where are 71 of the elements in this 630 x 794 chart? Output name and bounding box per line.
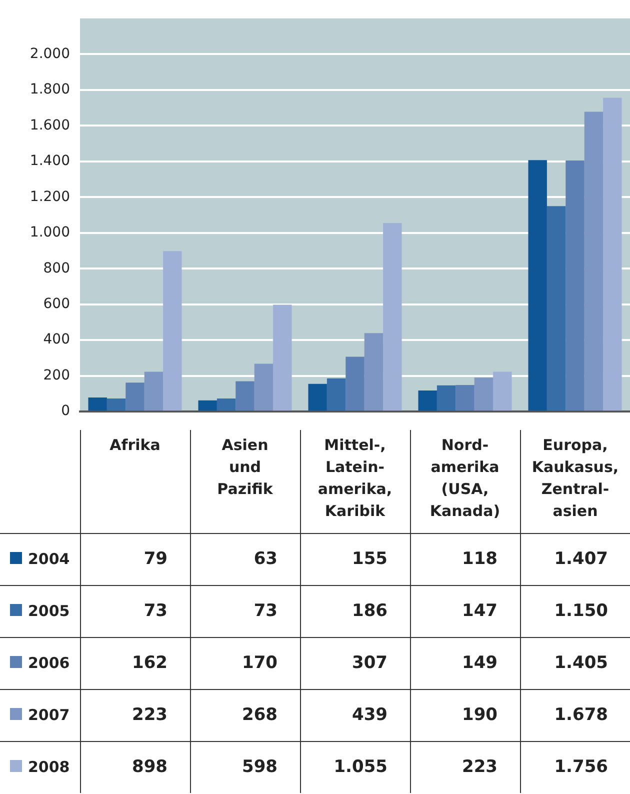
y-tick-label: 1.000 [30,224,70,241]
bar [418,390,437,411]
data-label: 63 [190,533,300,585]
x-tick-label: Afrika [108,435,162,456]
data-label: 439 [300,689,410,741]
bar [326,378,346,411]
x-tick-label: Asien und Pazifik [216,435,274,500]
y-tick-label: 1.600 [30,117,70,134]
bar [126,382,144,411]
legend-label: 2008 [27,757,71,778]
data-label: 1.756 [520,741,630,793]
data-label: 155 [300,533,410,585]
y-tick-label: 600 [43,296,70,312]
data-label: 598 [190,741,300,793]
bar [273,304,292,411]
data-label: 223 [410,741,520,793]
data-label: 1.405 [520,637,630,689]
data-label: 170 [190,637,300,689]
bar [254,364,274,411]
bar [436,385,456,411]
data-label: 118 [410,533,520,585]
bar [383,223,402,411]
data-label: 73 [190,585,300,637]
y-tick-label: 200 [43,367,70,384]
bar [308,384,327,411]
bar [106,398,126,411]
legend-label: 2006 [0,637,80,689]
data-label: 223 [80,689,190,741]
legend-label: 2004 [0,533,80,585]
bar [474,378,494,411]
y-tick-label: 2.000 [30,46,70,62]
y-tick-label: 800 [43,260,70,276]
bar [346,356,364,411]
y-tick-label: 1.400 [30,153,70,170]
bar [236,381,254,411]
bar [216,398,236,411]
legend-label: 2005 [0,585,80,637]
x-tick-label: Mittel-, Latein-amerika, Karibik [316,435,394,522]
data-label: 162 [80,637,190,689]
y-tick-label: 400 [43,332,70,348]
data-label: 73 [80,585,190,637]
bar [566,160,584,411]
data-label: 147 [410,585,520,637]
y-tick-label: 1.800 [30,82,70,98]
data-label: 268 [190,689,300,741]
bar [88,397,107,411]
data-label: 898 [80,741,190,793]
bar [364,333,384,411]
data-label: 307 [300,637,410,689]
data-label: 149 [410,637,520,689]
data-label: 1.678 [520,689,630,741]
bar [584,112,604,411]
bar [163,251,182,411]
data-label: 79 [80,533,190,585]
bar [198,400,217,411]
data-label: 190 [410,689,520,741]
y-tick-label: 1.200 [30,188,70,205]
data-label: 1.407 [520,533,630,585]
data-label: 1.150 [520,585,630,637]
bar [603,98,622,411]
bar [493,372,512,411]
y-tick-label: 0 [61,403,70,420]
bar [144,372,164,411]
data-label: 186 [300,585,410,637]
legend-label: 2007 [0,689,80,741]
bar [456,384,474,411]
data-label: 1.055 [300,741,410,793]
x-tick-label: Nord-amerika (USA, Kanada) [428,435,502,522]
x-tick-label: Europa, Kaukasus, Zentral-asien [530,435,620,522]
bar [528,160,547,411]
bar [546,206,566,411]
